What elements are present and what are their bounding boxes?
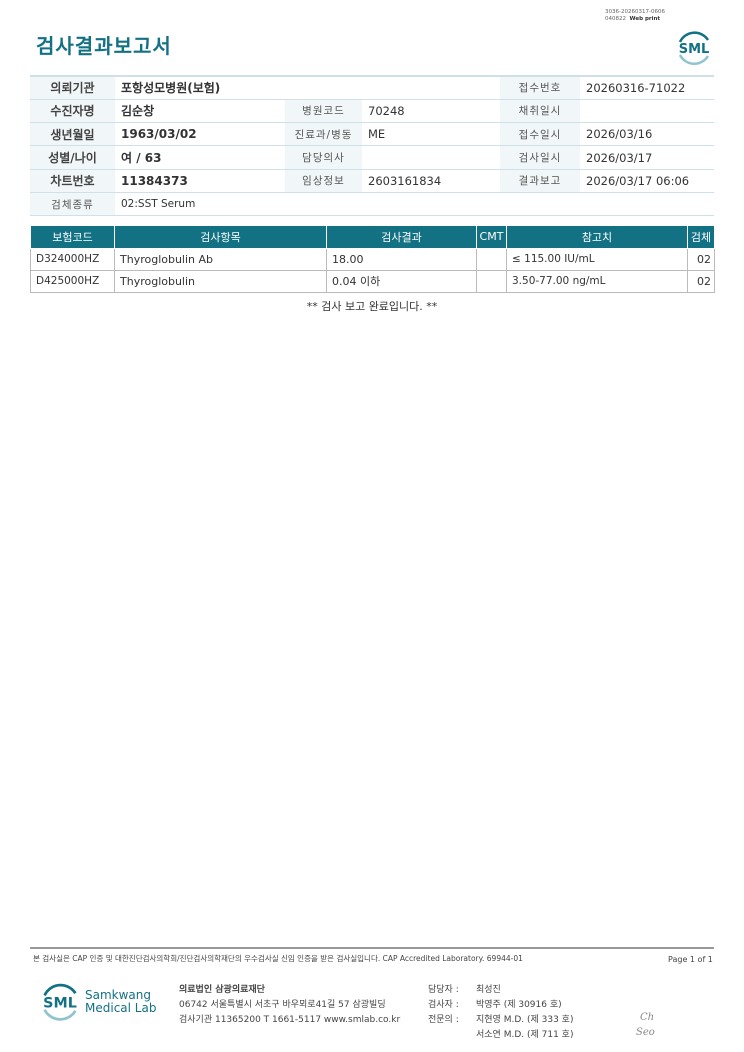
info-value [580,99,714,124]
svg-text:SML: SML [43,996,77,1012]
table-cell: D324000HZ [30,247,115,271]
svg-text:SML: SML [679,42,710,57]
info-value [362,145,500,170]
document-id-line: 040822 [605,16,626,22]
print-label: Web print [629,16,661,22]
logo-name: Samkwang [85,988,151,1002]
table-row: D324000HZ Thyroglobulin Ab 18.00 ≤ 115.00 I… [30,247,715,271]
column-header: 보험코드 [30,226,115,249]
info-value: 70248 [362,99,500,124]
info-value: 김순창 [115,99,285,124]
table-row: D425000HZ Thyroglobulin 0.04 이하 3.50-77.00 … [30,269,715,293]
info-label: 결과보고 [500,169,580,193]
table-cell: 02 [687,269,715,293]
staff-name: 박영주 (제 30916 호) [476,1000,562,1010]
info-value: 20260316-71022 [580,74,714,100]
info-value: 2026/03/16 [580,122,714,147]
document-id: 3036-20260317-0606 040822 Web print [605,9,665,23]
contact: 검사기관 11365200 T 1661-5117 www.smlab.co.k… [179,1015,401,1025]
report-complete-text: ** 검사 보고 완료입니다. ** [306,300,438,313]
document-id-line: 3036-20260317-0606 [605,9,665,15]
staff-role [428,1027,472,1042]
page-number: Page 1 of 1 [668,955,713,964]
staff-name: 지현영 M.D. (제 333 호) [476,1015,574,1025]
info-value: 1963/03/02 [115,122,285,147]
info-value: 여 / 63 [115,145,285,170]
info-row: 수진자명 김순창 병원코드 70248 채취일시 [30,99,714,124]
staff-role: 전문의 : [428,1015,459,1025]
info-value: 2603161834 [362,169,500,193]
info-label: 채취일시 [500,99,580,124]
staff-item: 검사자 : 박영주 (제 30916 호) [428,997,573,1012]
info-label: 의뢰기관 [30,74,115,100]
staff-name: 최성진 [476,985,501,995]
info-label: 수진자명 [30,99,115,124]
column-header: 검체 [687,226,715,249]
column-header: 검사결과 [326,226,477,249]
info-label: 병원코드 [285,99,362,124]
staff-role: 담당자 : [428,985,459,995]
info-row: 차트번호 11384373 임상정보 2603161834 결과보고 2026/03/17… [30,169,714,193]
sml-logo-icon: SML [43,983,77,1021]
info-value: 11384373 [115,169,285,193]
info-label: 담당의사 [285,145,362,170]
specimen-value: 02:SST Serum [115,192,714,217]
table-cell: Thyroglobulin Ab [114,247,327,271]
specimen-label: 검체종류 [30,192,115,217]
org-name: 의료법인 삼광의료재단 [179,985,265,995]
info-row: 생년월일 1963/03/02 진료과/병동 ME 접수일시 2026/03/16 [30,122,714,147]
info-label: 생년월일 [30,122,115,147]
address: 06742 서울특별시 서초구 바우뫼로41길 57 삼광빌딩 [179,1000,386,1010]
table-cell: Thyroglobulin [114,269,327,293]
column-header: 참고치 [506,226,688,249]
staff-role: 검사자 : [428,1000,459,1010]
results-table: 보험코드 검사항목 검사결과 CMT 참고치 검체 D324000HZ Thyroglobu… [30,226,715,293]
logo-name: Medical Lab [85,1001,157,1015]
patient-info-table: 의뢰기관 포항성모병원(보험) 접수번호 20260316-71022 수진자명 김순창 병… [30,74,714,217]
table-cell: 0.04 이하 [326,269,477,293]
table-cell: 02 [687,247,715,271]
table-cell [476,247,507,271]
sml-logo-icon: SML [679,31,710,65]
table-cell [476,269,507,293]
info-value [362,74,500,100]
info-label: 접수일시 [500,122,580,147]
staff-name: 서소연 M.D. (제 711 호) [476,1030,574,1040]
info-value: 2026/03/17 06:06 [580,169,714,193]
staff-item: 담당자 : 최성진 [428,982,573,997]
info-label: 접수번호 [500,74,580,100]
info-row: 검체종류 02:SST Serum [30,192,714,217]
page-title: 검사결과보고서 [36,34,172,58]
staff-item: 서소연 M.D. (제 711 호) [428,1027,573,1042]
info-label: 검사일시 [500,145,580,170]
accreditation-note: 본 검사실은 CAP 인증 및 대한진단검사의학회/진단검사의학재단의 우수검사… [33,954,523,963]
info-label: 차트번호 [30,169,115,193]
info-row: 성별/나이 여 / 63 담당의사 검사일시 2026/03/17 [30,145,714,170]
info-value: ME [362,122,500,147]
info-label [285,74,362,100]
table-cell: 18.00 [326,247,477,271]
footer-divider [30,947,714,949]
table-cell: ≤ 115.00 IU/mL [506,247,688,271]
info-value: 포항성모병원(보험) [115,74,285,100]
info-label: 진료과/병동 [285,122,362,147]
staff-item: 전문의 : 지현영 M.D. (제 333 호) [428,1012,573,1027]
info-row: 의뢰기관 포항성모병원(보험) 접수번호 20260316-71022 [30,74,714,100]
table-cell: D425000HZ [30,269,115,293]
info-value: 2026/03/17 [580,145,714,170]
info-label: 임상정보 [285,169,362,193]
signature: Ch [640,1012,655,1023]
table-cell: 3.50-77.00 ng/mL [506,269,688,293]
column-header: 검사항목 [114,226,327,249]
signature: Seo [636,1027,655,1038]
column-header: CMT [476,226,507,249]
info-label: 성별/나이 [30,145,115,170]
